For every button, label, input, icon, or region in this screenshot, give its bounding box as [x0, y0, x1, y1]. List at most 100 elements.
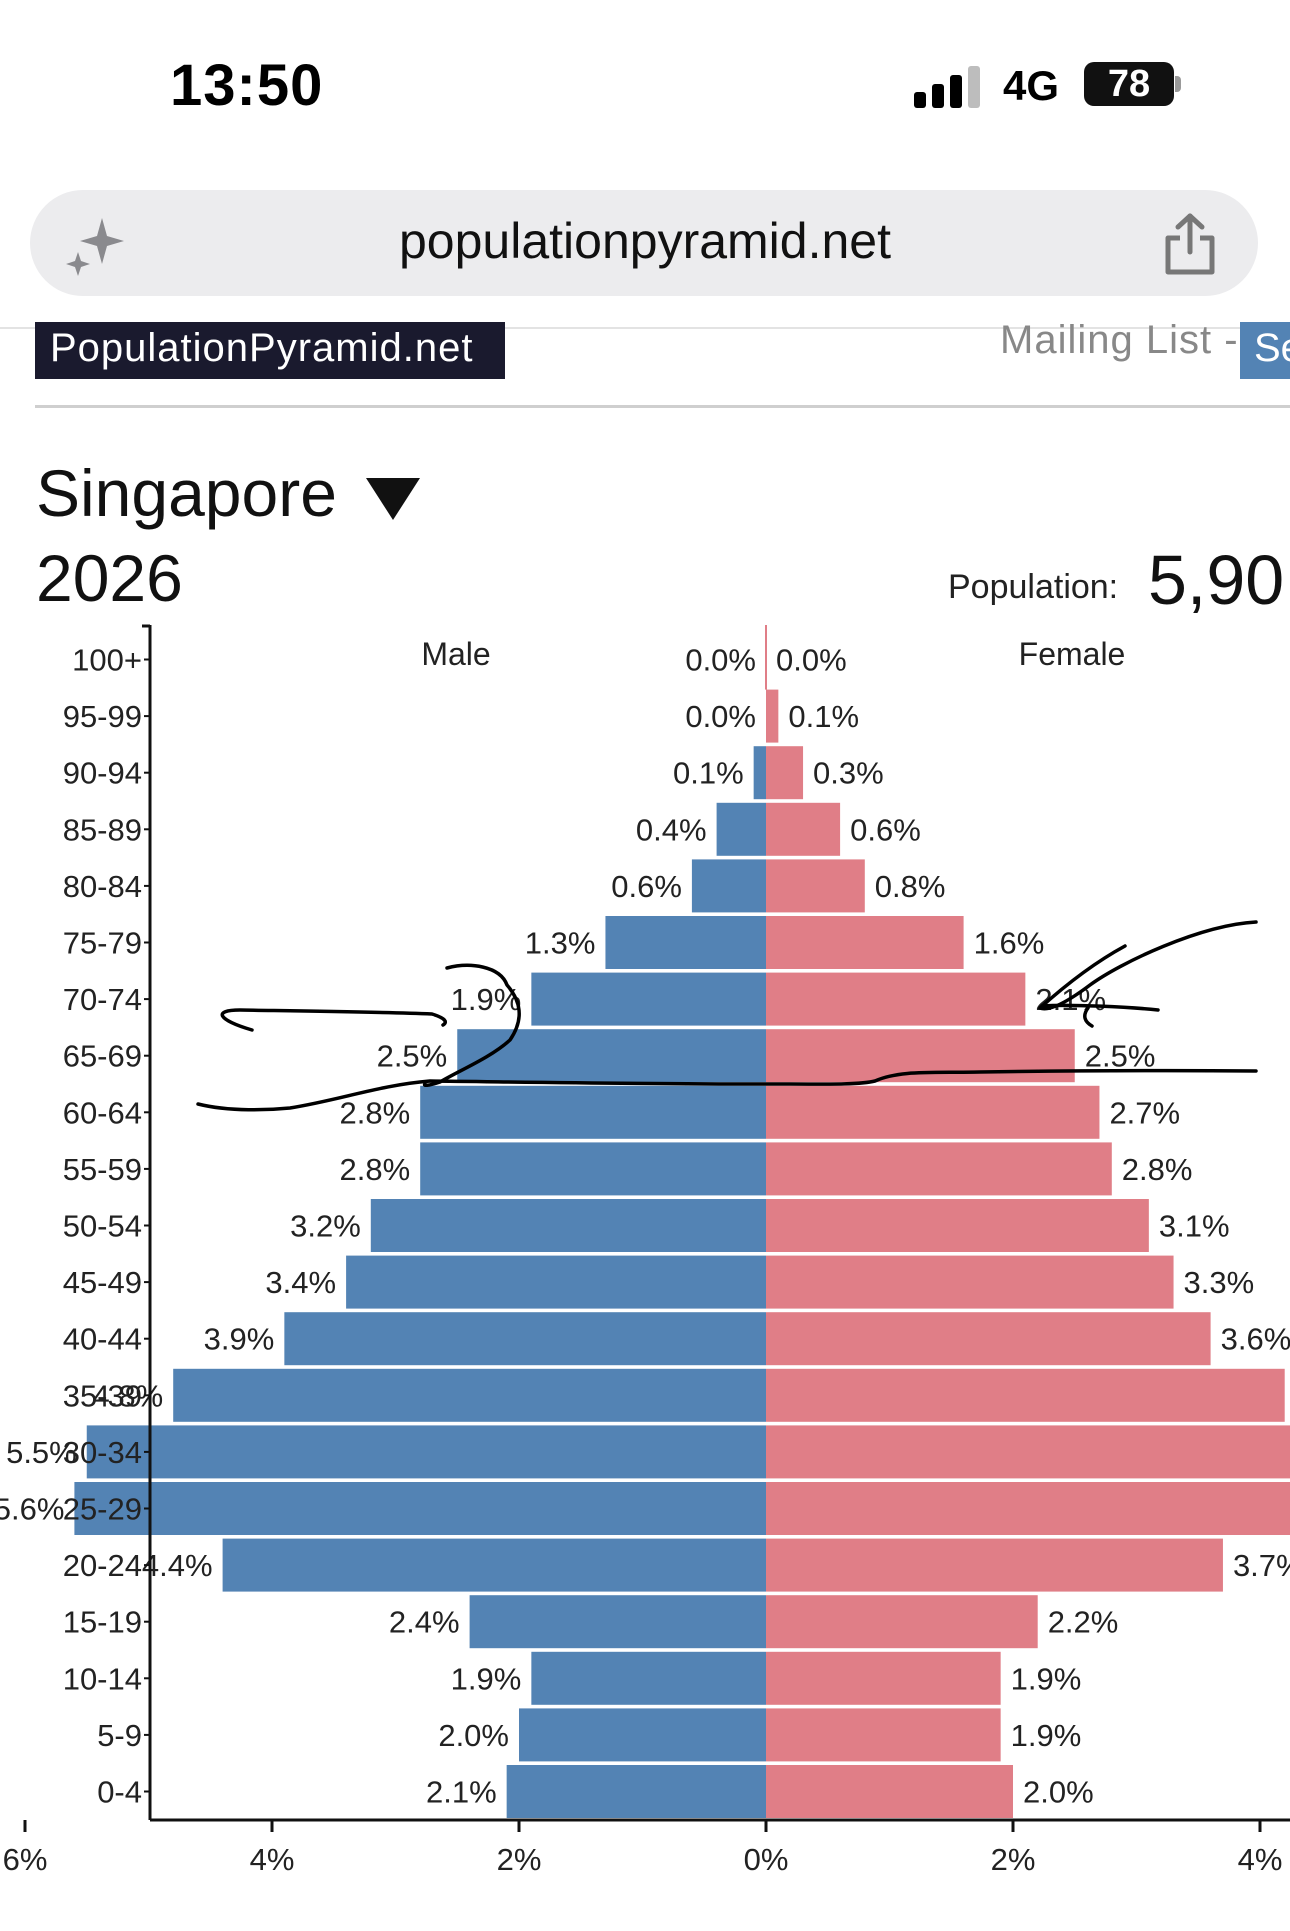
- male-value-label: 2.1%: [426, 1775, 497, 1810]
- toolbar-divider: [0, 327, 1290, 329]
- male-value-label: 2.4%: [389, 1605, 460, 1640]
- female-bar-10-14: [766, 1651, 1001, 1705]
- cellular-signal-icon: [914, 66, 980, 108]
- male-bar-75-79: [605, 916, 766, 969]
- male-bar-90-94: [753, 746, 766, 800]
- male-bar-60-64: [420, 1085, 766, 1139]
- x-tick-label: 0%: [744, 1842, 789, 1877]
- female-bar-40-44: [766, 1312, 1211, 1366]
- age-group-label: 60-64: [63, 1095, 142, 1130]
- female-bar-25-29: [766, 1482, 1290, 1535]
- male-bar-0-4: [506, 1765, 766, 1818]
- male-value-label: 0.6%: [611, 869, 682, 904]
- age-group-label: 75-79: [63, 926, 142, 961]
- male-value-label: 3.2%: [290, 1209, 361, 1244]
- male-value-label: 0.0%: [685, 699, 756, 734]
- age-group-label: 90-94: [63, 756, 142, 791]
- male-bar-5-9: [519, 1708, 766, 1762]
- age-group-label: 55-59: [63, 1152, 142, 1187]
- country-title[interactable]: Singapore: [36, 456, 337, 530]
- female-bar-30-34: [766, 1425, 1290, 1479]
- age-group-label: 30-34: [63, 1435, 142, 1470]
- sparkle-icon[interactable]: [64, 214, 126, 276]
- female-bar-70-74: [766, 972, 1026, 1026]
- male-value-label: 1.3%: [525, 926, 596, 961]
- site-logo[interactable]: PopulationPyramid.net: [35, 322, 505, 379]
- male-value-label: 2.8%: [340, 1095, 411, 1130]
- female-value-label: 2.2%: [1048, 1605, 1119, 1640]
- x-tick-label: 4%: [250, 1842, 295, 1877]
- population-pyramid-chart: 0.0% 0.0% 100+ 0.0% 0.1% 95-99 0.1% 0.3% 90-94 0.…: [0, 624, 1290, 1877]
- legend-male: Male: [421, 636, 490, 672]
- female-bar-50-54: [766, 1199, 1149, 1252]
- female-bar-45-49: [766, 1255, 1174, 1309]
- header-divider: [35, 405, 1290, 408]
- share-icon[interactable]: [1160, 212, 1220, 276]
- age-group-label: 100+: [72, 643, 142, 678]
- female-value-label: 0.8%: [875, 869, 946, 904]
- url-text[interactable]: populationpyramid.net: [399, 213, 891, 269]
- female-value-label: 2.5%: [1085, 1039, 1156, 1074]
- year-title: 2026: [36, 541, 183, 615]
- male-value-label: 2.5%: [377, 1039, 448, 1074]
- age-group-label: 45-49: [63, 1265, 142, 1300]
- female-value-label: 1.6%: [974, 926, 1045, 961]
- male-bar-20-24: [222, 1538, 767, 1592]
- male-value-label: 2.8%: [340, 1152, 411, 1187]
- female-bar-75-79: [766, 916, 964, 969]
- male-bar-40-44: [284, 1312, 766, 1366]
- x-tick-label: 2%: [497, 1842, 542, 1877]
- legend-female: Female: [1019, 636, 1126, 672]
- female-bar-15-19: [766, 1595, 1038, 1649]
- female-bar-55-59: [766, 1142, 1112, 1196]
- male-bar-15-19: [469, 1595, 766, 1649]
- battery-icon: 78: [1084, 62, 1174, 106]
- female-value-label: 0.3%: [813, 756, 884, 791]
- age-group-label: 20-24: [63, 1548, 142, 1583]
- dropdown-triangle-icon[interactable]: [366, 478, 420, 520]
- female-value-label: 2.8%: [1122, 1152, 1193, 1187]
- age-group-label: 15-19: [63, 1605, 142, 1640]
- mailing-list-button[interactable]: Se: [1240, 322, 1290, 379]
- population-label: Population:: [948, 568, 1119, 606]
- male-bar-70-74: [531, 972, 766, 1026]
- age-group-label: 70-74: [63, 982, 142, 1017]
- status-time: 13:50: [170, 53, 324, 118]
- female-bar-90-94: [766, 746, 804, 800]
- male-bar-65-69: [457, 1029, 766, 1083]
- male-value-label: 1.9%: [451, 1661, 522, 1696]
- male-bar-25-29: [74, 1482, 766, 1535]
- age-group-label: 25-29: [63, 1492, 142, 1527]
- female-bar-20-24: [766, 1538, 1223, 1592]
- age-group-label: 80-84: [63, 869, 142, 904]
- female-value-label: 1.9%: [1011, 1661, 1082, 1696]
- female-value-label: 2.7%: [1109, 1095, 1180, 1130]
- female-bar-85-89: [766, 802, 841, 856]
- age-group-label: 0-4: [97, 1775, 142, 1810]
- male-value-label: 2.0%: [438, 1718, 509, 1753]
- male-bar-10-14: [531, 1651, 766, 1705]
- network-type: 4G: [1003, 62, 1060, 109]
- male-value-label: 5.5%: [6, 1435, 77, 1470]
- male-value-label: 3.9%: [204, 1322, 275, 1357]
- female-bar-80-84: [766, 859, 865, 913]
- male-bar-30-34: [86, 1425, 766, 1479]
- male-value-label: 5.6%: [0, 1492, 64, 1527]
- male-bar-55-59: [420, 1142, 766, 1196]
- battery-tip: [1175, 76, 1181, 92]
- female-value-label: 0.0%: [776, 643, 847, 678]
- age-group-label: 10-14: [63, 1661, 142, 1696]
- age-group-label: 40-44: [63, 1322, 142, 1357]
- mailing-list-link[interactable]: Mailing List -: [1000, 318, 1239, 362]
- age-group-label: 65-69: [63, 1039, 142, 1074]
- address-bar[interactable]: [30, 190, 1258, 296]
- female-bar-95-99: [766, 689, 779, 743]
- female-value-label: 3.1%: [1159, 1209, 1230, 1244]
- male-bar-45-49: [346, 1255, 766, 1309]
- x-tick-label: 4%: [1238, 1842, 1283, 1877]
- female-bar-0-4: [766, 1765, 1013, 1818]
- female-value-label: 3.6%: [1221, 1322, 1290, 1357]
- female-value-label: 3.3%: [1184, 1265, 1255, 1300]
- age-group-label: 95-99: [63, 699, 142, 734]
- female-bar-60-64: [766, 1085, 1100, 1139]
